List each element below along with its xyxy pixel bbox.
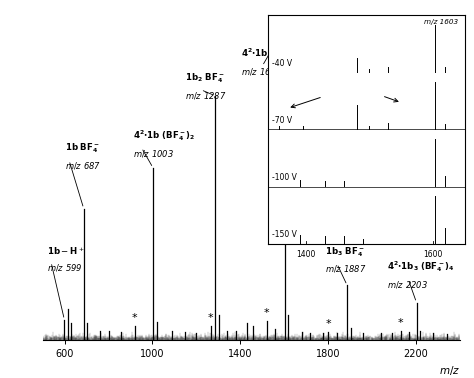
Text: 1400: 1400 (296, 249, 316, 259)
Text: $m/z$ 599: $m/z$ 599 (47, 262, 82, 273)
Text: -40 V: -40 V (272, 59, 292, 68)
Text: m/z 1603: m/z 1603 (425, 19, 459, 25)
Text: -100 V: -100 V (272, 173, 297, 182)
Text: $\mathbf{4^2{\cdot}1b_2\ (BF_4^-)_3}$: $\mathbf{4^2{\cdot}1b_2\ (BF_4^-)_3}$ (241, 46, 309, 62)
Text: $\mathbf{1b_2}$ $\mathbf{BF_4^-}$: $\mathbf{1b_2}$ $\mathbf{BF_4^-}$ (185, 71, 225, 85)
Text: $m/z$: $m/z$ (438, 364, 460, 377)
Text: $\mathbf{1b}-\mathbf{H}^+$: $\mathbf{1b}-\mathbf{H}^+$ (47, 245, 85, 257)
Text: -150 V: -150 V (272, 230, 297, 239)
Text: *: * (264, 308, 269, 318)
Text: $\mathbf{4^2{\cdot}1b\ (BF_4^-)_2}$: $\mathbf{4^2{\cdot}1b\ (BF_4^-)_2}$ (133, 128, 195, 143)
Text: -70 V: -70 V (272, 116, 292, 125)
Text: $m/z$ 687: $m/z$ 687 (64, 160, 100, 171)
Text: *: * (398, 318, 403, 328)
Text: $m/z$ 1603: $m/z$ 1603 (241, 66, 282, 77)
Text: $\mathbf{1b_3}$ $\mathbf{BF_4^-}$: $\mathbf{1b_3}$ $\mathbf{BF_4^-}$ (325, 245, 365, 259)
Text: $m/z$ 1887: $m/z$ 1887 (325, 263, 366, 274)
Text: $\mathbf{4^2{\cdot}1b_3\ (BF_4^-)_4}$: $\mathbf{4^2{\cdot}1b_3\ (BF_4^-)_4}$ (387, 260, 455, 274)
Text: $m/z$ 1003: $m/z$ 1003 (133, 147, 173, 158)
Text: *: * (325, 319, 331, 329)
Text: $m/z$ 1287: $m/z$ 1287 (185, 90, 227, 101)
Text: $\mathbf{1b}$ $\mathbf{BF_4^-}$: $\mathbf{1b}$ $\mathbf{BF_4^-}$ (64, 142, 100, 155)
Text: 1600: 1600 (423, 249, 443, 259)
Text: $m/z$ 2203: $m/z$ 2203 (387, 279, 428, 290)
Text: *: * (208, 313, 213, 323)
Text: *: * (132, 313, 137, 323)
